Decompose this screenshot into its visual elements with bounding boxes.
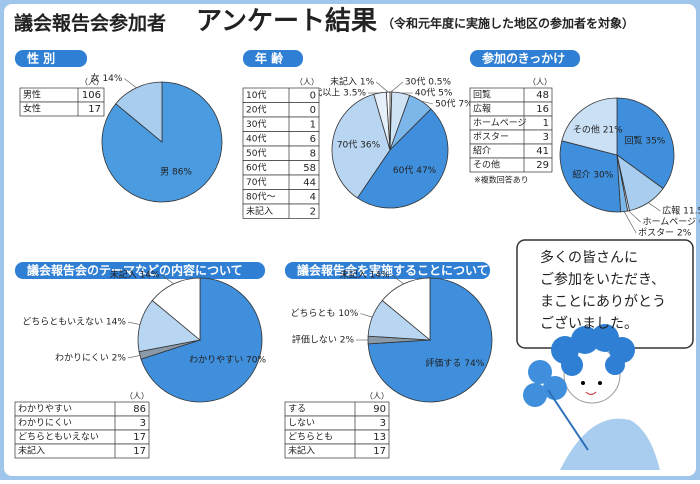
table-label: 60代 bbox=[246, 162, 266, 173]
pie-label: わかりやすい 70% bbox=[189, 355, 266, 366]
pie-label: その他 21% bbox=[573, 124, 623, 136]
pie-label: ポスター 2% bbox=[638, 227, 692, 238]
message-line: まことにありがとう bbox=[540, 294, 666, 310]
section-title: 年 齢 bbox=[255, 51, 284, 66]
pie-label: 未記入 14% bbox=[340, 268, 390, 280]
table-unit: （人） bbox=[365, 392, 389, 401]
section-title: 参加のきっかけ bbox=[482, 51, 565, 66]
table-value: 3 bbox=[380, 418, 386, 429]
table-label: ホームページ bbox=[473, 118, 527, 129]
table-label: わかりにくい bbox=[18, 418, 72, 429]
pie-label: 評価しない 2% bbox=[292, 334, 355, 346]
table-label: どちらともいえない bbox=[18, 432, 99, 443]
table-value: 106 bbox=[82, 90, 101, 101]
pie-label: 評価する 74% bbox=[425, 357, 484, 369]
title: 議会報告会参加者 bbox=[14, 12, 166, 35]
table-value: 41 bbox=[536, 146, 549, 157]
pie-label: 回覧 35% bbox=[624, 134, 665, 146]
table-value: 0 bbox=[310, 105, 316, 116]
table-label: 30代 bbox=[246, 119, 266, 130]
table-note: ※複数回答あり bbox=[474, 175, 529, 185]
table-value: 3 bbox=[140, 418, 146, 429]
table-label: 80代～ bbox=[246, 191, 275, 202]
table-label: 40代 bbox=[246, 133, 266, 144]
pie-label: 30代 0.5% bbox=[405, 77, 452, 88]
message-line: ございました。 bbox=[540, 315, 638, 332]
table-value: 44 bbox=[303, 177, 316, 188]
table-label: 未記入 bbox=[18, 445, 45, 457]
table-value: 4 bbox=[310, 192, 316, 203]
table-label: 紹介 bbox=[473, 145, 491, 157]
pie-label: 紹介 30% bbox=[572, 168, 613, 180]
table-label: する bbox=[288, 404, 306, 415]
pie-label: 40代 5% bbox=[415, 88, 453, 99]
table-unit: （人） bbox=[80, 78, 104, 87]
table-unit: （人） bbox=[528, 78, 552, 87]
table-value: 90 bbox=[373, 404, 386, 415]
subtitle: （令和元年度に実施した地区の参加者を対象） bbox=[382, 16, 634, 31]
table-label: わかりやすい bbox=[18, 404, 72, 415]
table-label: 回覧 bbox=[473, 89, 491, 101]
table-value: 8 bbox=[310, 148, 316, 159]
table-label: ポスター bbox=[473, 132, 509, 143]
table-value: 6 bbox=[310, 134, 316, 145]
table-label: 70代 bbox=[246, 177, 266, 188]
pie-label: 未記入 14% bbox=[110, 268, 160, 280]
table-value: 13 bbox=[373, 432, 386, 443]
pie-label: どちらともいえない 14% bbox=[22, 317, 126, 328]
table-label: 未記入 bbox=[246, 205, 273, 217]
table-label: 広報 bbox=[473, 103, 491, 115]
table-value: 58 bbox=[303, 163, 316, 174]
title-main: アンケート結果 bbox=[196, 6, 377, 37]
message-line: 多くの皆さんに bbox=[540, 249, 638, 266]
table-unit: （人） bbox=[295, 78, 319, 87]
table-unit: （人） bbox=[125, 392, 149, 401]
pie-label: わかりにくい 2% bbox=[55, 352, 126, 363]
table-label: 女性 bbox=[23, 103, 41, 115]
pie-label: 未記入 1% bbox=[330, 76, 375, 88]
message-line: ご参加をいただき、 bbox=[540, 271, 665, 288]
table-value: 16 bbox=[536, 104, 549, 115]
table-value: 17 bbox=[88, 104, 101, 115]
table-value: 17 bbox=[133, 446, 146, 457]
table-value: 1 bbox=[543, 118, 549, 129]
table-value: 17 bbox=[133, 432, 146, 443]
table-label: 20代 bbox=[246, 104, 266, 115]
pie-label: 男 86% bbox=[160, 166, 192, 177]
pie-label: ホームページ 0.5% bbox=[643, 216, 700, 227]
pie-label: 50代 7% bbox=[435, 99, 473, 110]
pie-label: どちらとも 10% bbox=[290, 308, 358, 319]
table-value: 17 bbox=[373, 446, 386, 457]
table-label: 未記入 bbox=[288, 445, 315, 457]
table-label: どちらとも bbox=[288, 432, 333, 443]
table-value: 0 bbox=[310, 90, 316, 101]
table-label: その他 bbox=[473, 159, 500, 171]
table-label: 男性 bbox=[23, 89, 41, 101]
table-value: 2 bbox=[310, 206, 316, 217]
table-label: しない bbox=[288, 418, 315, 429]
table-label: 10代 bbox=[246, 90, 266, 101]
pie-label: 広報 11.5% bbox=[662, 204, 700, 216]
table-value: 3 bbox=[543, 132, 549, 143]
pie-label: 60代 47% bbox=[393, 165, 437, 176]
table-value: 29 bbox=[536, 160, 549, 171]
table-value: 1 bbox=[310, 119, 316, 130]
section-title: 議会報告会を実施することについて bbox=[297, 263, 489, 278]
section-title: 性 別 bbox=[26, 51, 55, 66]
pie-label: 70代 36% bbox=[337, 140, 381, 151]
table-label: 50代 bbox=[246, 148, 266, 159]
table-value: 48 bbox=[536, 90, 549, 101]
table-value: 86 bbox=[133, 404, 146, 415]
